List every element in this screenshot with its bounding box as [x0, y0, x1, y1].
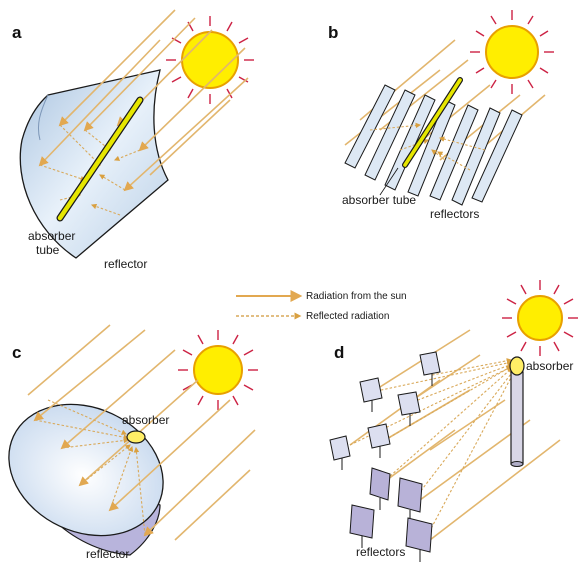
- panel-c: c: [8, 324, 258, 561]
- heliostat: [367, 423, 391, 458]
- absorber-label-c: absorber: [122, 413, 169, 427]
- reflector-label-c: reflector: [86, 547, 129, 561]
- heliostat: [397, 391, 421, 426]
- dish-reflector: [8, 403, 164, 537]
- panel-d: d: [329, 280, 578, 562]
- heliostat: [359, 377, 383, 412]
- panel-a: a: [12, 9, 254, 271]
- heliostat: [329, 435, 351, 470]
- sun-a: [166, 16, 254, 104]
- legend-reflected-label: Reflected radiation: [306, 311, 389, 322]
- panel-letter-c: c: [12, 343, 21, 362]
- fresnel-mirror: [429, 104, 479, 201]
- heliostat: [369, 467, 391, 510]
- fresnel-mirror: [471, 109, 523, 203]
- fresnel-mirror: [407, 99, 456, 197]
- heliostat: [419, 351, 441, 386]
- heliostats: [329, 351, 441, 562]
- sun-rays-d: [502, 280, 578, 356]
- panel-b: b: [328, 10, 554, 221]
- reflected-rays-d: [349, 358, 516, 541]
- dish-absorber: [126, 430, 146, 444]
- heliostat: [405, 517, 433, 562]
- sun-c: [178, 330, 258, 410]
- reflector-label-a: reflector: [104, 257, 147, 271]
- sun-disc-c: [193, 345, 243, 395]
- reflectors-label-d: reflectors: [356, 545, 405, 559]
- tube-label-a: tube: [36, 243, 60, 257]
- sun-disc-a: [181, 31, 239, 89]
- sun-d: [502, 280, 578, 356]
- absorber-tube-label-b: absorber tube: [342, 193, 416, 207]
- sun-disc-d: [517, 295, 563, 341]
- radiation-rays-d: [349, 329, 561, 541]
- fresnel-mirror: [364, 89, 416, 181]
- reflectors-label-b: reflectors: [430, 207, 479, 221]
- fresnel-reflectors: [344, 84, 523, 206]
- panel-letter-b: b: [328, 23, 338, 42]
- heliostat: [349, 504, 375, 548]
- fresnel-mirror: [384, 94, 436, 191]
- reflected-rays-c: [34, 399, 146, 536]
- absorber-label-a: absorber: [28, 229, 75, 243]
- sun-rays-c: [178, 330, 258, 410]
- sun-rays-a: [166, 16, 254, 104]
- legend: Radiation from the sun Reflected radiati…: [236, 290, 407, 322]
- absorber-label-d: absorber: [526, 359, 573, 373]
- sun-rays-b: [470, 10, 554, 94]
- heliostat: [397, 477, 423, 522]
- sun-disc-b: [485, 25, 539, 79]
- panel-letter-d: d: [334, 343, 344, 362]
- tower-absorber: [509, 356, 525, 376]
- legend-radiation-label: Radiation from the sun: [306, 291, 407, 302]
- solar-tower: [510, 371, 524, 467]
- fresnel-mirror: [451, 107, 501, 206]
- sun-b: [470, 10, 554, 94]
- panel-letter-a: a: [12, 23, 22, 42]
- fresnel-mirror: [344, 84, 396, 169]
